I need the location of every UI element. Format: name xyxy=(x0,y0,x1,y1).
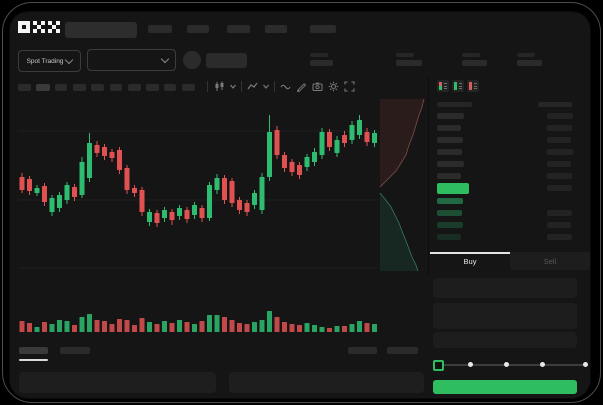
okx-logo xyxy=(18,21,60,33)
bid-price-0[interactable] xyxy=(437,198,463,204)
last-price-badge[interactable] xyxy=(437,183,469,194)
ask-amount-1[interactable] xyxy=(547,125,572,131)
pair-name-placeholder xyxy=(206,53,247,68)
chevron-down-icon[interactable] xyxy=(229,81,237,92)
timeframe-button-8[interactable] xyxy=(164,84,176,91)
nav-item-3[interactable] xyxy=(265,25,287,33)
stat-value-3 xyxy=(517,60,542,66)
timeframe-button-2[interactable] xyxy=(55,84,67,91)
pencil-icon[interactable] xyxy=(296,81,307,92)
stat-label-3 xyxy=(517,53,535,57)
timeframe-button-0[interactable] xyxy=(18,84,31,91)
orderbook-header-price xyxy=(437,102,472,107)
timeframe-button-6[interactable] xyxy=(128,84,141,91)
nav-item-0[interactable] xyxy=(148,25,172,33)
stat-label-2 xyxy=(462,53,480,57)
timeframe-button-3[interactable] xyxy=(73,84,86,91)
bottom-panel-0 xyxy=(19,372,216,393)
chevron-down-icon xyxy=(65,55,74,64)
combined-view-toggle-icon[interactable] xyxy=(437,80,449,92)
slider-step-dot-3[interactable] xyxy=(539,362,545,367)
order-field-2[interactable] xyxy=(433,332,577,348)
ask-price-2[interactable] xyxy=(437,137,463,143)
slider-step-dot-1[interactable] xyxy=(467,362,473,367)
ask-price-3[interactable] xyxy=(437,149,462,155)
ask-amount-5[interactable] xyxy=(547,173,572,179)
order-field-1[interactable] xyxy=(433,303,577,329)
trading-app-window: Spot Trading xyxy=(10,12,590,398)
timeframe-button-7[interactable] xyxy=(146,84,159,91)
trade-tabbar: Buy Sell xyxy=(430,252,590,270)
coin-avatar xyxy=(183,51,201,69)
tab-buy[interactable]: Buy xyxy=(430,252,510,270)
active-tab-underline xyxy=(19,359,48,361)
panel-divider xyxy=(428,76,429,276)
camera-icon[interactable] xyxy=(312,81,323,92)
ask-price-0[interactable] xyxy=(437,113,464,119)
stat-value-2 xyxy=(462,60,487,66)
bottom-tab-1[interactable] xyxy=(60,347,90,354)
candlestick-chart-icon[interactable] xyxy=(214,81,225,92)
ask-price-5[interactable] xyxy=(437,173,461,179)
tab-buy-label: Buy xyxy=(463,256,477,266)
buy-submit-button[interactable] xyxy=(433,380,577,394)
ask-amount-4[interactable] xyxy=(547,161,571,167)
slider-handle[interactable] xyxy=(433,360,444,371)
volume-bars xyxy=(19,311,377,332)
ask-amount-2[interactable] xyxy=(547,137,571,143)
timeframe-button-4[interactable] xyxy=(91,84,104,91)
asks-view-toggle-icon[interactable] xyxy=(467,80,479,92)
timeframe-button-5[interactable] xyxy=(110,84,122,91)
stat-label-0 xyxy=(310,53,328,57)
tab-sell-label: Sell xyxy=(543,256,557,266)
wave-icon[interactable] xyxy=(280,81,291,92)
ask-price-4[interactable] xyxy=(437,161,464,167)
depth-chart[interactable] xyxy=(378,95,430,273)
bid-price-2[interactable] xyxy=(437,222,463,228)
bottom-panel-1 xyxy=(229,372,424,393)
nav-item-4[interactable] xyxy=(310,25,336,33)
stat-label-1 xyxy=(396,53,414,57)
stat-value-0 xyxy=(310,60,333,66)
bid-amount-2[interactable] xyxy=(547,222,571,228)
bid-price-1[interactable] xyxy=(437,210,462,216)
nav-item-2[interactable] xyxy=(227,25,250,33)
bids-view-toggle-icon[interactable] xyxy=(452,80,464,92)
slider-step-dot-4[interactable] xyxy=(582,362,588,367)
orderbook-header-amount xyxy=(538,102,572,107)
order-field-0[interactable] xyxy=(433,278,577,298)
bid-amount-1[interactable] xyxy=(547,210,572,216)
tab-sell[interactable]: Sell xyxy=(510,252,590,270)
stat-value-1 xyxy=(396,60,422,66)
market-type-dropdown[interactable]: Spot Trading xyxy=(18,50,81,72)
ask-price-1[interactable] xyxy=(437,125,461,131)
bottom-right-item-0[interactable] xyxy=(348,347,377,354)
pair-dropdown[interactable] xyxy=(87,49,176,71)
market-type-label: Spot Trading xyxy=(26,57,64,65)
expand-icon[interactable] xyxy=(344,81,355,92)
last-price-amount xyxy=(547,185,572,191)
search-input[interactable] xyxy=(65,22,137,38)
slider-step-dot-2[interactable] xyxy=(503,362,509,367)
chevron-down-icon[interactable] xyxy=(262,81,270,92)
bottom-right-item-1[interactable] xyxy=(387,347,418,354)
ask-amount-0[interactable] xyxy=(547,113,573,119)
amount-slider-track[interactable] xyxy=(437,364,587,366)
gear-icon[interactable] xyxy=(328,81,339,92)
candlestick-chart[interactable] xyxy=(18,100,378,292)
bid-amount-3[interactable] xyxy=(547,234,572,240)
timeframe-button-1[interactable] xyxy=(36,84,50,91)
bottom-tab-0[interactable] xyxy=(19,347,48,354)
chevron-down-icon xyxy=(160,54,170,63)
timeframe-button-9[interactable] xyxy=(182,84,195,91)
nav-item-1[interactable] xyxy=(187,25,209,33)
bid-price-3[interactable] xyxy=(437,234,461,240)
ask-amount-3[interactable] xyxy=(547,149,573,155)
indicator-line-icon[interactable] xyxy=(247,81,258,92)
